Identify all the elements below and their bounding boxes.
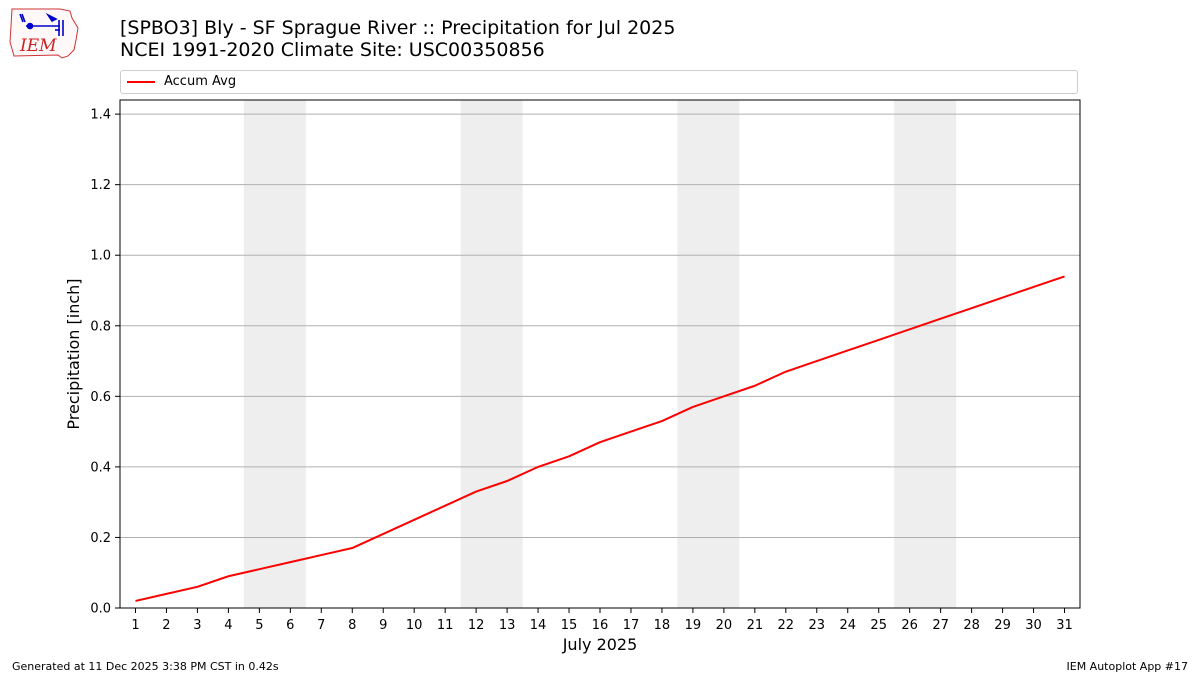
x-tick-label: 10 bbox=[406, 618, 423, 633]
chart-title-line2: NCEI 1991-2020 Climate Site: USC00350856 bbox=[120, 39, 545, 61]
x-tick-label: 16 bbox=[592, 618, 609, 633]
x-tick-label: 2 bbox=[162, 618, 170, 633]
x-tick-label: 23 bbox=[809, 618, 826, 633]
y-tick-label: 0.4 bbox=[90, 460, 111, 475]
x-tick-label: 24 bbox=[839, 618, 856, 633]
x-tick-label: 8 bbox=[348, 618, 356, 633]
x-tick-label: 26 bbox=[901, 618, 918, 633]
x-tick-label: 1 bbox=[131, 618, 139, 633]
x-tick-label: 29 bbox=[994, 618, 1011, 633]
x-tick-label: 5 bbox=[255, 618, 263, 633]
x-tick-label: 14 bbox=[530, 618, 547, 633]
x-tick-label: 13 bbox=[499, 618, 516, 633]
x-tick-label: 6 bbox=[286, 618, 294, 633]
x-tick-label: 12 bbox=[468, 618, 485, 633]
chart-title: [SPBO3] Bly - SF Sprague River :: Precip… bbox=[120, 17, 675, 61]
x-tick-label: 20 bbox=[716, 618, 733, 633]
weekend-band-3 bbox=[677, 100, 740, 608]
x-tick-label: 11 bbox=[437, 618, 454, 633]
x-tick-label: 3 bbox=[193, 618, 201, 633]
y-tick-label: 0.8 bbox=[90, 319, 111, 334]
logo-text: IEM bbox=[19, 36, 57, 56]
x-tick-label: 7 bbox=[317, 618, 325, 633]
x-axis-label: July 2025 bbox=[562, 635, 638, 654]
footer-app-id: IEM Autoplot App #17 bbox=[1066, 660, 1189, 673]
x-tick-label: 18 bbox=[654, 618, 671, 633]
x-tick-label: 28 bbox=[963, 618, 980, 633]
x-tick-label: 31 bbox=[1056, 618, 1073, 633]
x-tick-label: 9 bbox=[379, 618, 387, 633]
iem-logo: IEM bbox=[9, 8, 79, 59]
weather-instrument-icon bbox=[19, 12, 64, 36]
y-tick-label: 1.2 bbox=[90, 178, 111, 193]
weekend-band-2 bbox=[460, 100, 523, 608]
x-tick-label: 19 bbox=[685, 618, 702, 633]
weekend-band-4 bbox=[894, 100, 957, 608]
x-tick-label: 15 bbox=[561, 618, 578, 633]
y-tick-label: 1.0 bbox=[90, 249, 111, 264]
x-tick-label: 21 bbox=[747, 618, 764, 633]
y-tick-label: 1.4 bbox=[90, 108, 111, 123]
iowa-state-outline-icon bbox=[9, 8, 79, 59]
chart-title-line1: [SPBO3] Bly - SF Sprague River :: Precip… bbox=[120, 17, 676, 39]
plot-frame bbox=[119, 99, 1081, 609]
weekend-band-1 bbox=[243, 100, 306, 608]
legend-swatch-accum-avg bbox=[127, 81, 155, 83]
y-tick-label: 0.2 bbox=[90, 531, 111, 546]
x-tick-label: 25 bbox=[870, 618, 887, 633]
y-tick-label: 0.0 bbox=[90, 602, 111, 617]
legend-label-accum-avg: Accum Avg bbox=[164, 74, 237, 89]
x-tick-label: 30 bbox=[1025, 618, 1042, 633]
y-tick-label: 0.6 bbox=[90, 390, 111, 405]
x-tick-label: 17 bbox=[623, 618, 640, 633]
x-tick-label: 27 bbox=[932, 618, 949, 633]
x-tick-label: 4 bbox=[224, 618, 232, 633]
footer-generated: Generated at 11 Dec 2025 3:38 PM CST in … bbox=[12, 660, 279, 673]
x-tick-label: 22 bbox=[778, 618, 795, 633]
series-line-accum-avg bbox=[135, 275, 1065, 602]
y-axis-label: Precipitation [inch] bbox=[64, 278, 83, 429]
legend: Accum Avg bbox=[120, 70, 1078, 94]
